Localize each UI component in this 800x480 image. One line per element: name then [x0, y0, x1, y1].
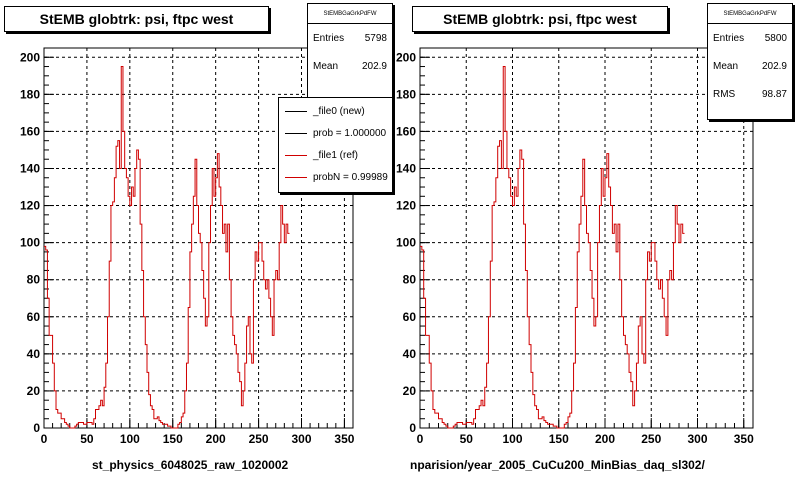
- right-xtick-label: 250: [641, 432, 661, 446]
- right-rms-value: 98.87: [761, 88, 787, 100]
- left-ytick-label: 140: [20, 161, 40, 175]
- right-xtick-label: 350: [734, 432, 754, 446]
- left-histogram-series-0: [44, 66, 290, 429]
- legend-label-prob: prob = 1.000000: [313, 127, 387, 139]
- right-entries-value: 5800: [764, 32, 787, 44]
- left-xtick-label: 100: [120, 432, 140, 446]
- left-ytick-label: 200: [20, 50, 40, 64]
- right-stats-header: StEMBGaGrkPdFW: [708, 4, 792, 24]
- right-ytick-label: 20: [403, 384, 417, 398]
- right-stats-rms: RMS 98.87: [708, 80, 792, 108]
- left-xtick-label: 350: [334, 432, 354, 446]
- right-ytick-label: 200: [396, 50, 416, 64]
- left-ytick-label: 0: [33, 421, 40, 435]
- right-ytick-label: 40: [403, 347, 417, 361]
- left-xtick-label: 300: [291, 432, 311, 446]
- legend-entry-ref: _file1 (ref): [279, 144, 392, 166]
- legend-entry-prob: prob = 1.000000: [279, 122, 392, 144]
- left-xtick-label: 250: [249, 432, 269, 446]
- right-x-caption: nparision/year_2005_CuCu200_MinBias_daq_…: [410, 458, 705, 472]
- legend-label-new: _file0 (new): [313, 105, 365, 117]
- left-entries-label: Entries: [313, 32, 345, 44]
- left-entries-value: 5798: [364, 32, 387, 44]
- right-ytick-label: 160: [396, 124, 416, 138]
- left-xtick-label: 0: [41, 432, 48, 446]
- legend-entry-probn: probN = 0.99989: [279, 166, 392, 188]
- left-ytick-label: 20: [27, 384, 41, 398]
- right-stats-entries: Entries 5800: [708, 24, 792, 52]
- right-plot-frame: [419, 47, 754, 429]
- right-ytick-label: 140: [396, 161, 416, 175]
- right-ytick-label: 60: [403, 310, 417, 324]
- left-plot-title: StEMB globtrk: psi, ftpc west: [4, 6, 269, 32]
- left-legend: _file0 (new) prob = 1.000000 _file1 (ref…: [278, 97, 393, 193]
- right-stats-mean: Mean 202.9: [708, 52, 792, 80]
- left-xtick-label: 50: [80, 432, 94, 446]
- left-ytick-label: 160: [20, 124, 40, 138]
- right-histogram-series-0: [420, 66, 685, 429]
- legend-line-probn: [285, 176, 307, 178]
- right-entries-label: Entries: [713, 32, 745, 44]
- left-ytick-label: 180: [20, 87, 40, 101]
- legend-line-prob: [285, 132, 307, 134]
- right-ytick-label: 80: [403, 273, 417, 287]
- right-xtick-label: 50: [460, 432, 474, 446]
- right-mean-label: Mean: [713, 60, 739, 72]
- legend-line-new: [285, 110, 307, 112]
- right-mean-value: 202.9: [761, 60, 787, 72]
- left-stats-header: StEMBGaGrkPdFW: [308, 4, 392, 24]
- right-xtick-label: 200: [595, 432, 615, 446]
- right-ytick-label: 120: [396, 199, 416, 213]
- right-stats-box: StEMBGaGrkPdFW Entries 5800 Mean 202.9 R…: [707, 3, 793, 120]
- left-stats-mean: Mean 202.9: [308, 52, 392, 80]
- right-xtick-label: 0: [417, 432, 424, 446]
- left-stats-box: StEMBGaGrkPdFW Entries 5798 Mean 202.9: [307, 3, 393, 98]
- left-ytick-label: 80: [27, 273, 41, 287]
- legend-line-ref: [285, 154, 307, 156]
- right-rms-label: RMS: [713, 88, 736, 100]
- right-xtick-label: 100: [502, 432, 522, 446]
- right-ytick-label: 180: [396, 87, 416, 101]
- right-ytick-label: 100: [396, 236, 416, 250]
- left-x-caption: st_physics_6048025_raw_1020002: [92, 458, 289, 472]
- legend-label-probn: probN = 0.99989: [313, 171, 388, 183]
- left-stats-entries: Entries 5798: [308, 24, 392, 52]
- left-mean-value: 202.9: [361, 60, 387, 72]
- left-xtick-label: 200: [206, 432, 226, 446]
- right-ytick-label: 0: [409, 421, 416, 435]
- left-xtick-label: 150: [163, 432, 183, 446]
- right-plot-title: StEMB globtrk: psi, ftpc west: [412, 6, 668, 32]
- left-ytick-label: 100: [20, 236, 40, 250]
- left-ytick-label: 60: [27, 310, 41, 324]
- legend-label-ref: _file1 (ref): [313, 149, 359, 161]
- legend-entry-new: _file0 (new): [279, 100, 392, 122]
- left-ytick-label: 40: [27, 347, 41, 361]
- left-mean-label: Mean: [313, 60, 339, 72]
- left-ytick-label: 120: [20, 199, 40, 213]
- right-xtick-label: 150: [549, 432, 569, 446]
- right-xtick-label: 300: [687, 432, 707, 446]
